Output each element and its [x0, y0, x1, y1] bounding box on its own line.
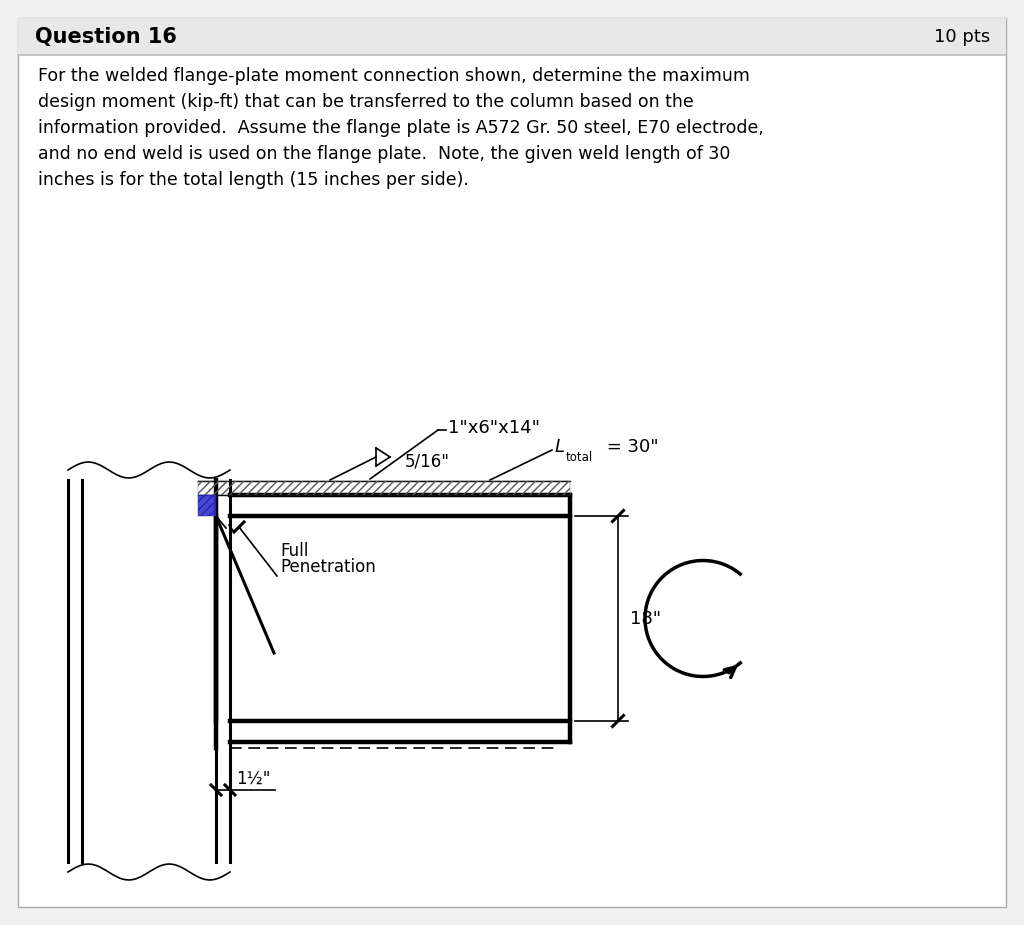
- Text: and no end weld is used on the flange plate.  Note, the given weld length of 30: and no end weld is used on the flange pl…: [38, 145, 730, 163]
- Text: information provided.  Assume the flange plate is A572 Gr. 50 steel, E70 electro: information provided. Assume the flange …: [38, 119, 764, 137]
- Text: total: total: [566, 451, 593, 464]
- FancyBboxPatch shape: [18, 18, 1006, 55]
- Bar: [198, 495, 216, 516]
- FancyBboxPatch shape: [18, 18, 1006, 907]
- Text: 10 pts: 10 pts: [934, 28, 990, 45]
- Text: design moment (kip-ft) that can be transferred to the column based on the: design moment (kip-ft) that can be trans…: [38, 93, 693, 111]
- Bar: [198, 481, 570, 495]
- Text: 1"x6"x14": 1"x6"x14": [449, 419, 540, 437]
- Text: Penetration: Penetration: [280, 558, 376, 576]
- Text: For the welded flange-plate moment connection shown, determine the maximum: For the welded flange-plate moment conne…: [38, 67, 750, 85]
- Text: Full: Full: [280, 542, 308, 560]
- Text: 1½": 1½": [236, 770, 270, 788]
- Text: Question 16: Question 16: [35, 27, 177, 46]
- Text: inches is for the total length (15 inches per side).: inches is for the total length (15 inche…: [38, 171, 469, 189]
- Text: L: L: [555, 438, 565, 456]
- Text: = 30": = 30": [601, 438, 658, 456]
- Bar: [198, 495, 216, 516]
- Text: 5/16": 5/16": [406, 453, 450, 471]
- Text: 18": 18": [630, 610, 662, 627]
